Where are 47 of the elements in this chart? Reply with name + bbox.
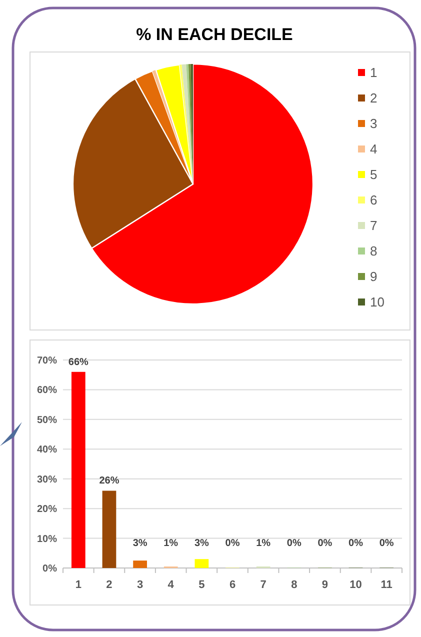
x-tick-label: 6 xyxy=(229,579,236,591)
legend-label: 10 xyxy=(370,294,384,310)
legend-label: 1 xyxy=(370,65,378,80)
y-tick-label: 50% xyxy=(36,414,58,426)
x-tick-label: 11 xyxy=(380,579,392,591)
data-label: 0% xyxy=(348,538,364,549)
data-label: 66% xyxy=(68,356,89,368)
data-label: 1% xyxy=(256,538,271,549)
data-label: 0% xyxy=(286,538,302,549)
x-tick-label: 10 xyxy=(350,579,362,591)
x-tick-label: 5 xyxy=(198,579,205,591)
y-tick-label: 0% xyxy=(42,564,58,574)
x-tick-label: 9 xyxy=(322,579,328,591)
data-label: 1% xyxy=(164,538,178,549)
bar xyxy=(194,559,209,568)
y-tick-label: 10% xyxy=(36,534,58,545)
y-tick-label: 70% xyxy=(36,356,58,366)
y-tick-label: 20% xyxy=(36,504,58,516)
legend-label: 9 xyxy=(370,269,378,284)
x-tick-label: 1 xyxy=(75,579,82,591)
chart-title: % IN EACH DECILE xyxy=(136,25,293,44)
x-tick-label: 8 xyxy=(291,579,298,591)
pie-slice xyxy=(179,64,193,184)
x-tick-label: 7 xyxy=(260,579,266,591)
pie-slice xyxy=(182,64,193,184)
data-label: 3% xyxy=(132,538,148,549)
data-label: 0% xyxy=(225,538,240,549)
legend-label: 3 xyxy=(370,116,378,131)
legend-label: 2 xyxy=(370,90,378,106)
data-label: 26% xyxy=(99,476,120,487)
legend-label: 4 xyxy=(370,142,378,156)
y-tick-label: 30% xyxy=(36,474,58,486)
x-tick-label: 3 xyxy=(136,579,144,591)
bar xyxy=(71,372,86,568)
data-label: 3% xyxy=(194,538,210,549)
bar xyxy=(102,490,116,568)
legend-label: 6 xyxy=(370,192,378,208)
y-tick-label: 40% xyxy=(36,444,58,456)
x-tick-label: 4 xyxy=(168,579,175,591)
legend-label: 8 xyxy=(370,244,378,258)
data-label: 0% xyxy=(379,538,394,549)
data-label: 0% xyxy=(318,538,332,549)
bar xyxy=(133,560,147,568)
legend-label: 7 xyxy=(370,218,378,233)
x-tick-label: 2 xyxy=(106,579,112,591)
y-tick-label: 60% xyxy=(36,385,58,396)
legend-label: 5 xyxy=(370,167,378,182)
